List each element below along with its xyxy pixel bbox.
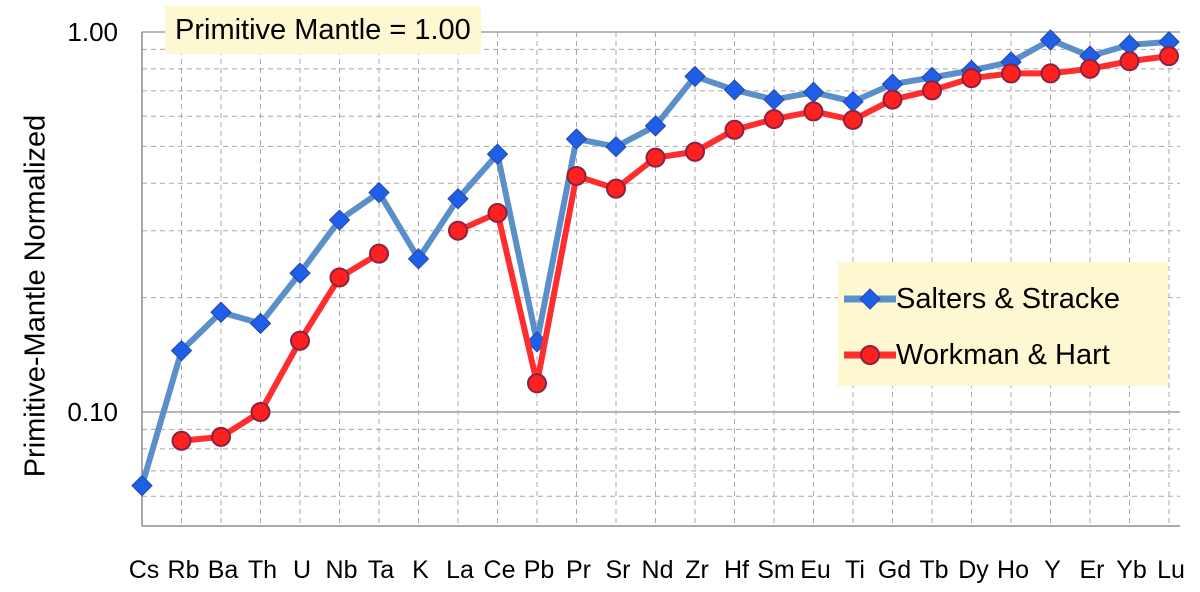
data-point-circle xyxy=(369,243,389,264)
data-point-diamond xyxy=(447,188,469,210)
data-point-circle xyxy=(685,141,705,162)
x-tick-label: Pb xyxy=(524,556,555,584)
data-point-circle xyxy=(645,147,666,168)
data-point-diamond xyxy=(644,115,667,137)
x-tick-label: Cs xyxy=(129,556,160,584)
legend-marker-diamond xyxy=(844,288,896,310)
legend-label-salters-stracke: Salters & Stracke xyxy=(896,283,1121,315)
data-point-circle xyxy=(290,330,310,351)
data-point-diamond xyxy=(763,88,785,111)
x-tick-label: Tb xyxy=(919,556,948,584)
data-point-circle xyxy=(1080,58,1100,79)
data-point-circle xyxy=(1159,46,1179,67)
x-tick-label: Ba xyxy=(208,556,239,584)
data-point-diamond xyxy=(842,90,864,113)
data-point-diamond xyxy=(407,248,430,270)
y-axis-label: Primitive-Mantle Normalized xyxy=(19,114,52,478)
data-point-circle xyxy=(211,426,231,447)
x-tick-label: K xyxy=(412,556,429,584)
data-point-circle xyxy=(1119,51,1140,72)
x-tick-label: Rb xyxy=(168,556,200,584)
data-point-diamond xyxy=(723,79,746,101)
x-tick-label: Ta xyxy=(368,556,395,584)
data-point-circle xyxy=(922,80,942,101)
data-point-diamond xyxy=(289,262,311,284)
x-tick-label: Ho xyxy=(997,556,1029,584)
legend-entry-workman-hart: Workman & Hart xyxy=(838,330,1168,380)
data-point-diamond xyxy=(684,65,706,88)
data-point-diamond xyxy=(605,136,627,158)
x-tick-label: Th xyxy=(248,556,277,584)
x-tick-label: Zr xyxy=(685,556,709,584)
series-line-1 xyxy=(178,250,382,444)
x-tick-label: Gd xyxy=(878,556,911,584)
x-tick-label: Dy xyxy=(958,556,989,584)
data-point-diamond xyxy=(170,339,193,362)
y-tick-label: 1.00 xyxy=(67,17,118,47)
data-point-circle xyxy=(606,178,626,199)
data-point-circle xyxy=(803,101,824,122)
x-tick-label: Sr xyxy=(606,556,631,584)
data-point-diamond xyxy=(131,474,153,497)
data-point-diamond xyxy=(802,81,825,103)
data-point-diamond xyxy=(565,128,588,150)
x-tick-label: Y xyxy=(1044,556,1061,584)
data-point-diamond xyxy=(486,143,509,165)
data-point-circle xyxy=(882,89,903,110)
x-tick-label: Ce xyxy=(484,556,516,584)
data-point-circle xyxy=(527,373,547,394)
x-tick-label: Lu xyxy=(1157,556,1185,584)
legend-marker-circle xyxy=(844,345,896,365)
data-point-circle xyxy=(764,109,784,130)
y-axis-label-container: Primitive-Mantle Normalized xyxy=(6,0,66,592)
x-tick-label: Yb xyxy=(1116,556,1147,584)
data-point-diamond xyxy=(1039,29,1062,51)
x-tick-label: Er xyxy=(1080,556,1105,584)
data-point-circle xyxy=(1001,63,1021,84)
data-point-circle xyxy=(566,165,587,186)
x-tick-label: Hf xyxy=(724,556,749,584)
data-point-circle xyxy=(171,430,192,451)
data-point-circle xyxy=(448,220,468,241)
data-point-circle xyxy=(724,119,745,140)
data-point-diamond xyxy=(368,181,390,204)
legend-entry-salters-stracke: Salters & Stracke xyxy=(838,274,1168,324)
legend-label-workman-hart: Workman & Hart xyxy=(896,339,1110,371)
data-point-circle xyxy=(843,109,863,130)
data-point-diamond xyxy=(249,312,272,335)
data-point-diamond xyxy=(328,209,351,231)
data-point-circle xyxy=(961,68,982,89)
x-tick-label: Nb xyxy=(326,556,358,584)
annotation-box: Primitive Mantle = 1.00 xyxy=(165,6,481,54)
data-point-circle xyxy=(329,267,350,288)
legend: Salters & Stracke Workman & Hart xyxy=(838,262,1168,386)
x-tick-label: Nd xyxy=(642,556,674,584)
x-tick-label: La xyxy=(446,556,474,584)
x-tick-label: Sm xyxy=(757,556,795,584)
y-tick-label: 0.10 xyxy=(67,397,118,427)
data-point-circle xyxy=(250,402,271,422)
x-tick-label: U xyxy=(293,556,311,584)
x-tick-label: Eu xyxy=(800,556,831,584)
x-tick-label: Ti xyxy=(845,556,865,584)
data-point-circle xyxy=(1040,63,1061,84)
data-point-diamond xyxy=(210,301,232,323)
x-tick-label: Pr xyxy=(566,556,591,584)
data-point-circle xyxy=(487,202,508,223)
